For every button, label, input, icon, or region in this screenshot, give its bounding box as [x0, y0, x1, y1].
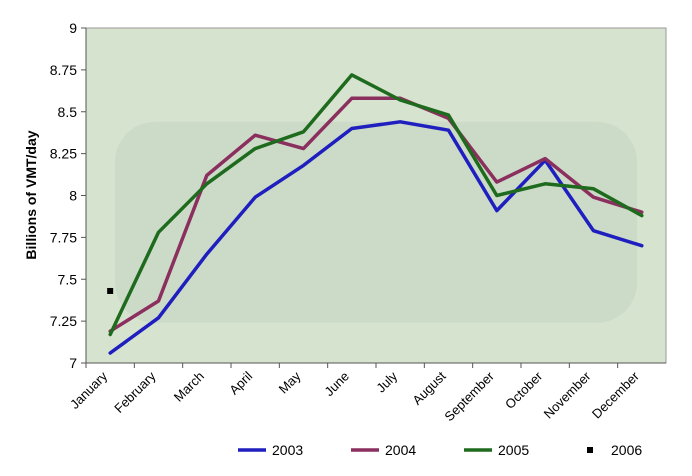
legend-label-2005: 2005 [498, 442, 529, 458]
legend-swatch-2006 [587, 447, 593, 453]
legend: 2003 2004 2005 2006 [238, 442, 642, 458]
x-tick-label: May [276, 368, 304, 396]
legend-label-2003: 2003 [272, 442, 303, 458]
legend-label-2006: 2006 [611, 442, 642, 458]
y-tick-label: 7.25 [50, 313, 77, 329]
x-tick-label: September [441, 368, 497, 424]
y-tick-label: 7.5 [58, 271, 78, 287]
y-tick-label: 7.75 [50, 229, 77, 245]
series-line-2003 [108, 120, 644, 355]
x-tick-label: October [502, 368, 546, 412]
y-tick-label: 8 [69, 188, 77, 204]
legend-label-2004: 2004 [385, 442, 416, 458]
background-car-shape [115, 121, 637, 323]
x-tick-label: November [541, 368, 594, 421]
x-tick-label: June [321, 369, 352, 400]
x-tick-label: August [409, 368, 448, 407]
x-tick-label: April [226, 368, 255, 397]
series-line-2005 [108, 73, 644, 337]
series-line-2004 [108, 96, 644, 333]
y-axis-label: Billions of VMT/day [23, 130, 39, 259]
x-tick-label: January [67, 368, 111, 412]
y-tick-label: 8.75 [50, 62, 77, 78]
x-tick-label: December [589, 368, 642, 421]
y-tick-label: 7 [69, 355, 77, 371]
y-tick-label: 9 [69, 20, 77, 36]
x-tick-label: March [171, 369, 207, 405]
y-tick-label: 8.25 [50, 146, 77, 162]
x-tick-label: July [373, 368, 400, 395]
y-tick-label: 8.5 [58, 104, 78, 120]
series-marker-2006 [107, 287, 114, 294]
x-tick-label: February [111, 368, 159, 416]
